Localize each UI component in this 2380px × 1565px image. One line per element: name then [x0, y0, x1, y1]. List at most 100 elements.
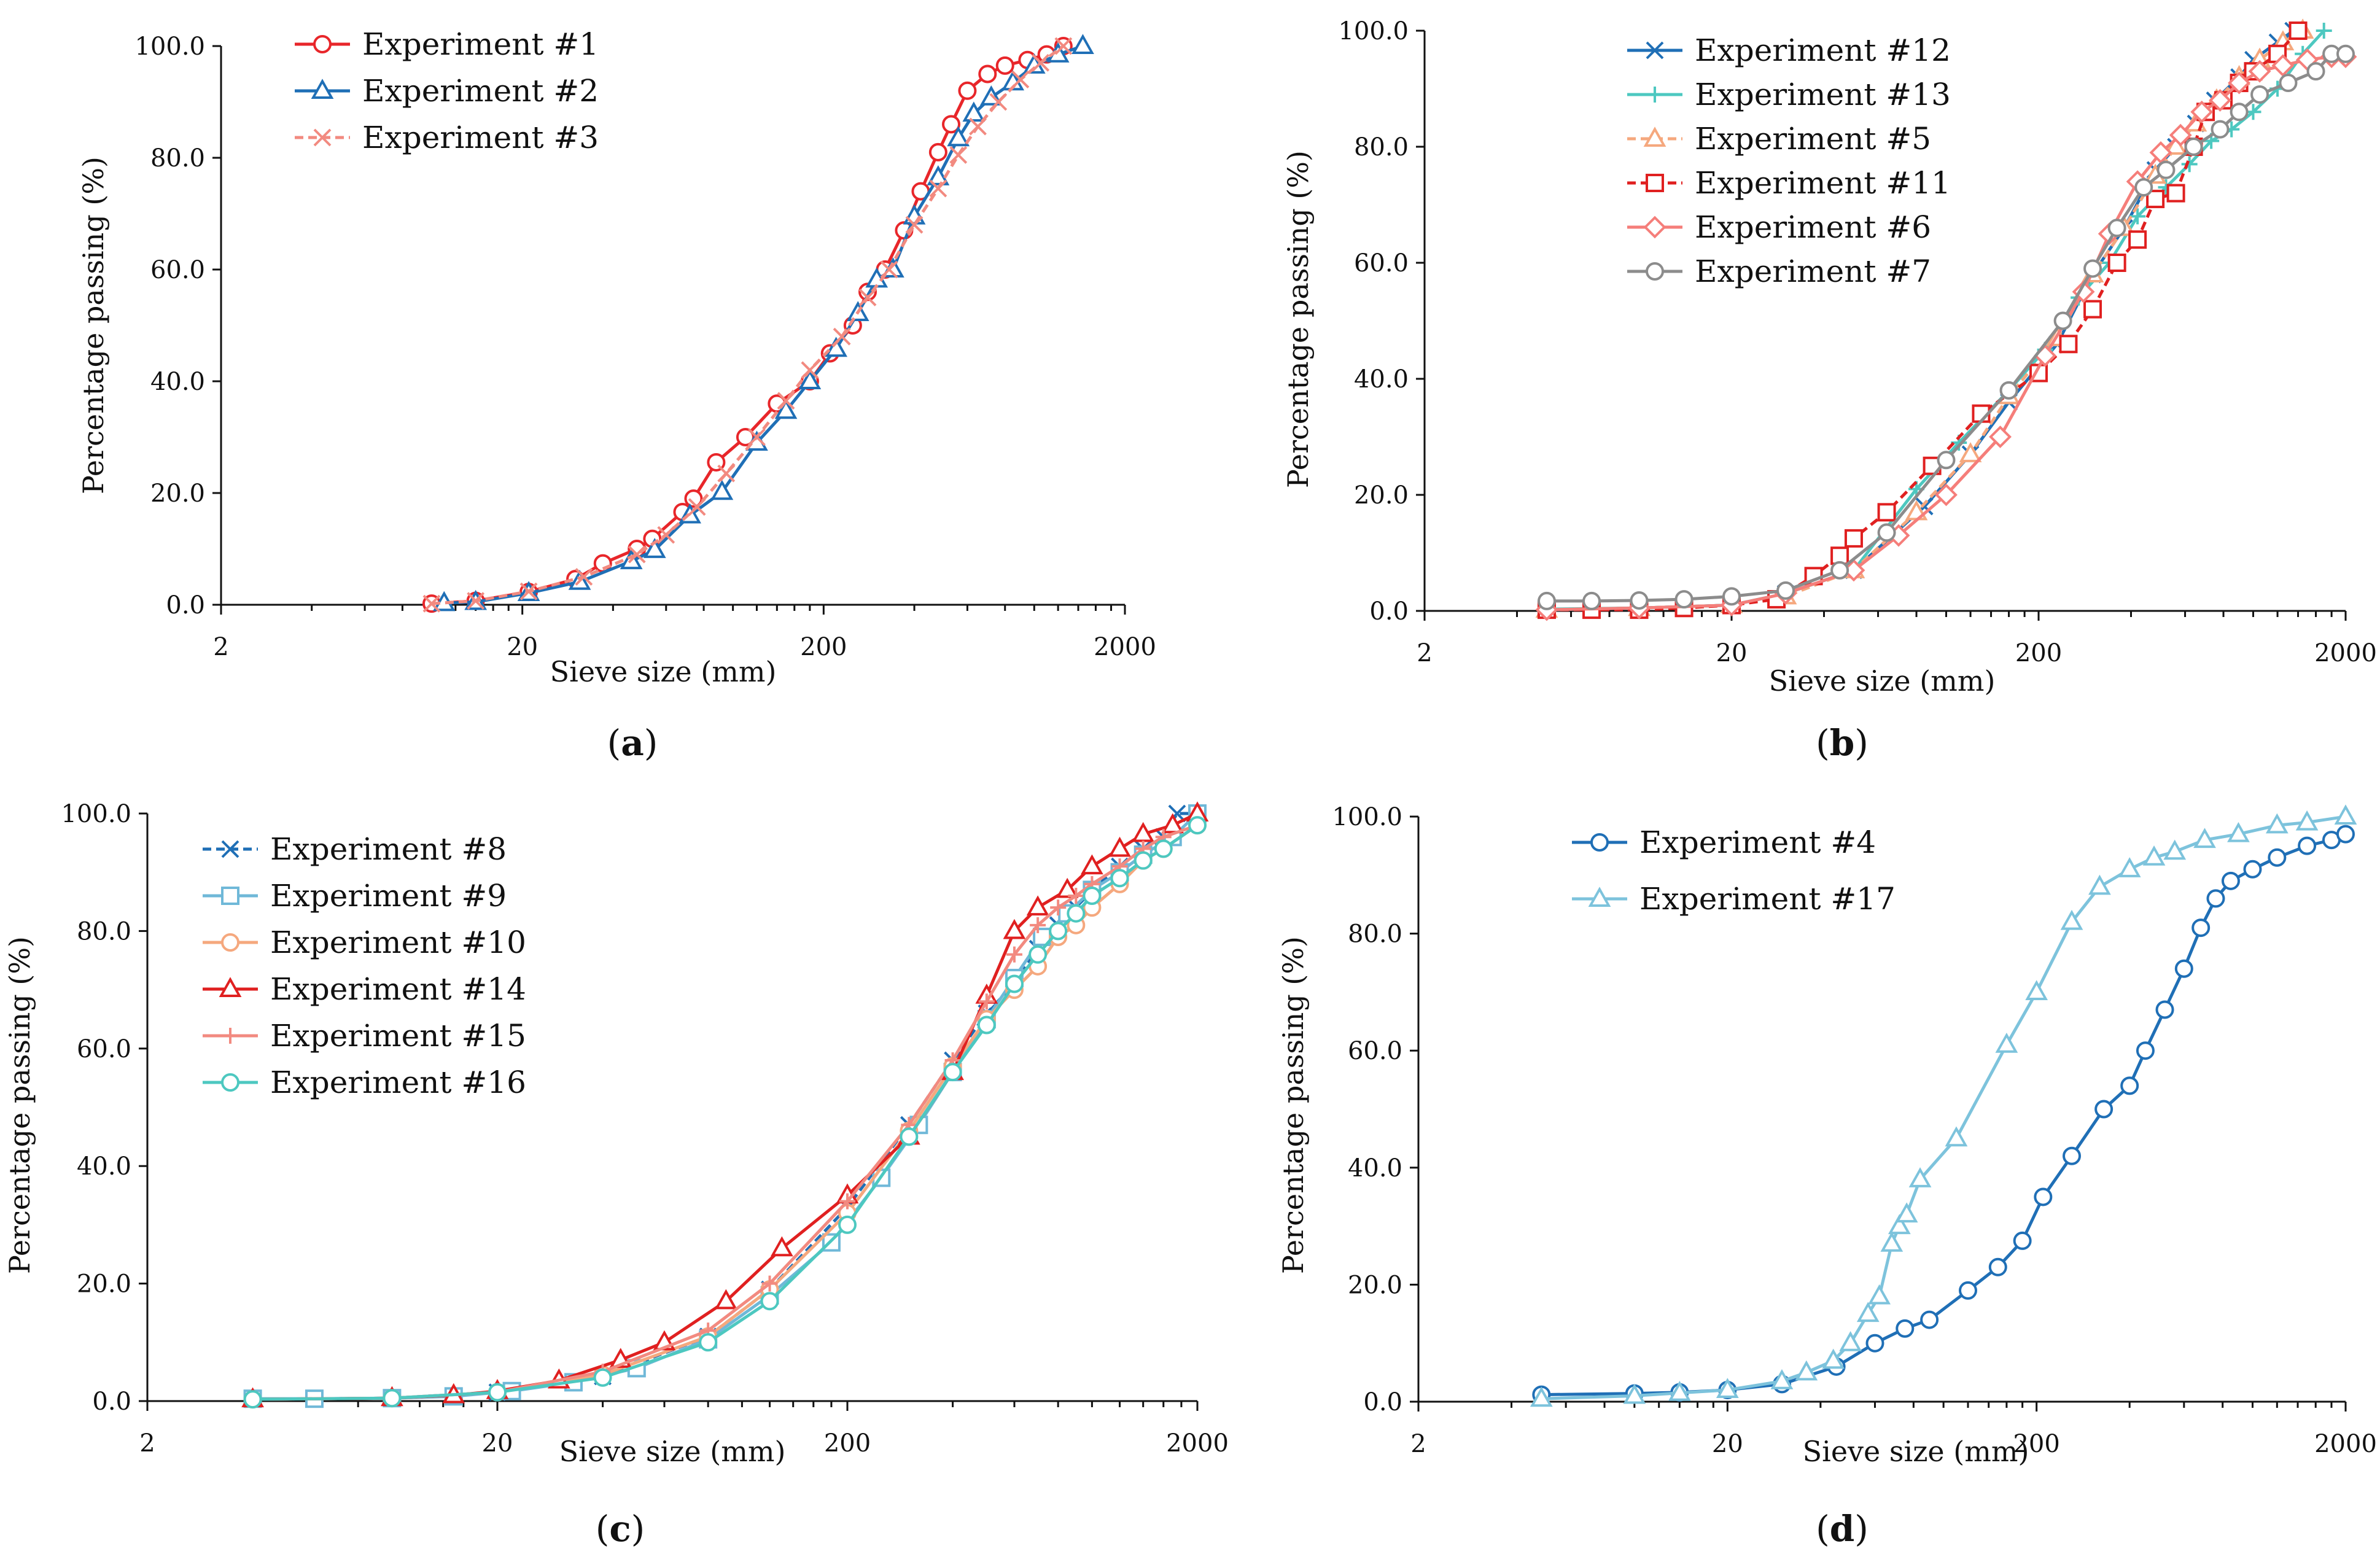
x-tick-label: 2000 — [2314, 1430, 2377, 1458]
legend: Experiment #1 Experiment #2 Experiment #3 — [295, 26, 599, 155]
data-point — [1668, 1381, 1691, 1401]
data-point — [2228, 71, 2251, 95]
data-point — [801, 361, 819, 379]
data-point — [838, 1215, 857, 1234]
legend-entry: Experiment #16 — [270, 1065, 526, 1100]
x-tick-label: 20 — [1712, 1430, 1743, 1458]
data-point — [643, 538, 666, 558]
data-point — [2094, 1100, 2114, 1119]
data-point — [1030, 917, 1046, 933]
data-point — [1888, 1214, 1911, 1235]
x-tick-label: 200 — [2015, 639, 2062, 667]
legend-swatch-marker — [221, 933, 239, 952]
data-point — [1868, 1284, 1891, 1305]
data-point — [1071, 34, 1094, 55]
data-point — [243, 1390, 262, 1409]
x-tick-label: 2 — [139, 1429, 155, 1458]
y-tick-label: 100.0 — [1332, 803, 1402, 831]
data-point — [1844, 529, 1863, 548]
y-tick-label: 0.0 — [166, 591, 205, 619]
data-point — [1630, 591, 1649, 610]
legend-entry: Experiment #15 — [270, 1018, 526, 1054]
legend-swatch-marker — [221, 1073, 239, 1092]
data-point — [1026, 895, 1049, 916]
legend-swatch-marker — [313, 35, 332, 53]
data-point — [942, 115, 961, 134]
data-point — [761, 1275, 778, 1292]
data-point — [1935, 483, 1958, 507]
data-point — [1029, 945, 1048, 964]
data-point — [2250, 85, 2269, 104]
data-point — [1134, 851, 1153, 870]
data-point — [1908, 1167, 1932, 1187]
data-point — [1877, 503, 1896, 522]
data-point — [2334, 804, 2357, 825]
data-point — [2316, 23, 2332, 39]
data-point — [2279, 74, 2298, 93]
series-line — [1546, 29, 2295, 612]
data-point — [1582, 591, 1601, 610]
y-tick-label: 0.0 — [1363, 1388, 1402, 1416]
data-point — [798, 369, 822, 390]
data-point — [2034, 1187, 2053, 1206]
legend-entry: Experiment #10 — [270, 925, 526, 960]
y-tick-label: 40.0 — [150, 368, 205, 396]
data-point — [1830, 561, 1849, 580]
data-point — [1896, 1319, 1915, 1338]
legend-swatch-marker — [222, 1028, 238, 1044]
data-point — [2166, 184, 2185, 203]
data-point — [929, 179, 947, 198]
data-point — [2184, 138, 2203, 156]
data-point — [2083, 259, 2102, 278]
data-point — [949, 146, 968, 164]
y-tick-label: 80.0 — [1348, 920, 1402, 949]
data-point — [2295, 810, 2319, 831]
data-point — [1865, 1334, 1884, 1353]
x-axis-label: Sieve size (mm) — [1803, 1435, 2029, 1468]
data-point — [1623, 1383, 1646, 1404]
data-point — [2088, 874, 2111, 895]
legend-swatch-marker — [221, 840, 239, 858]
data-point — [2174, 959, 2193, 978]
data-point — [2243, 860, 2262, 879]
y-tick-label: 60.0 — [1348, 1037, 1402, 1065]
data-point — [2120, 1076, 2139, 1095]
legend: Experiment #8 Experiment #9 Experiment #10… — [203, 831, 526, 1100]
panel-caption: (d) — [1816, 1508, 1869, 1550]
data-point — [1716, 1378, 1739, 1398]
data-point — [519, 582, 538, 600]
data-point — [1081, 854, 1103, 875]
data-point — [1895, 1202, 1918, 1223]
x-tick-label: 200 — [2013, 1430, 2059, 1458]
data-point — [2227, 821, 2250, 842]
data-point — [977, 1016, 996, 1035]
data-point — [2306, 62, 2325, 81]
data-point — [2142, 845, 2166, 866]
data-point — [699, 1333, 718, 1352]
data-point — [2268, 848, 2287, 867]
data-point — [962, 101, 986, 122]
data-point — [2128, 230, 2147, 249]
data-point — [2063, 1146, 2082, 1165]
series-line — [1546, 29, 2300, 612]
legend-swatch-marker — [311, 79, 334, 99]
data-point — [1770, 1369, 1794, 1389]
legend-entry: Experiment #3 — [362, 120, 599, 155]
x-tick-label: 20 — [482, 1429, 513, 1458]
data-point — [2072, 280, 2095, 303]
data-point — [657, 526, 675, 544]
data-point — [628, 545, 646, 564]
data-point — [1674, 590, 1694, 609]
panel-c: 0.0 20.0 40.0 60.0 80.0 100.0 2 20 200 2000 Sieve … — [3, 800, 1229, 1550]
series-experiment-17 — [1530, 804, 2357, 1407]
data-point — [1108, 836, 1131, 857]
series-line — [1546, 55, 2346, 612]
data-point — [1795, 1360, 1818, 1381]
data-point — [2248, 60, 2271, 83]
data-point — [2265, 813, 2289, 834]
x-tick-label: 20 — [507, 633, 538, 661]
data-point — [774, 398, 798, 419]
x-tick-label: 200 — [800, 633, 847, 661]
data-point — [1006, 946, 1022, 963]
